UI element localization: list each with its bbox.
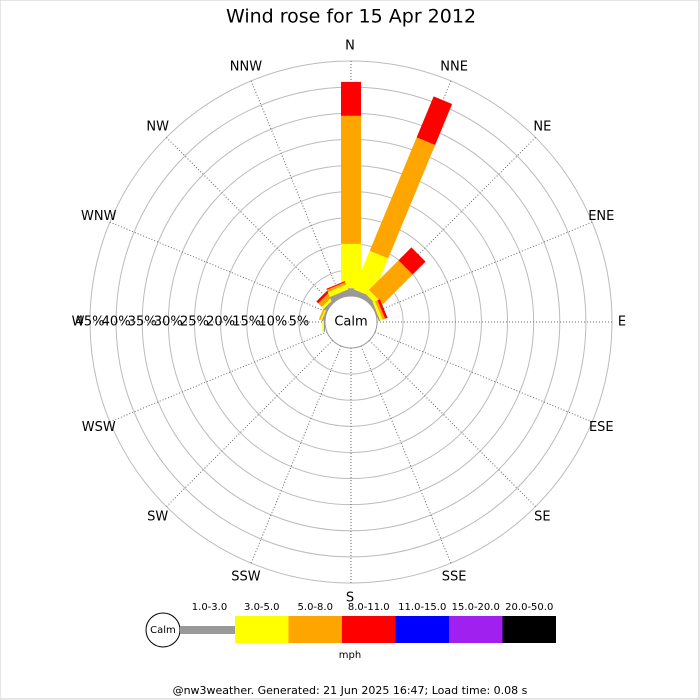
ring-label: 25% <box>180 315 209 330</box>
direction-label: W <box>72 315 85 330</box>
legend-label: 11.0-15.0 <box>398 602 446 613</box>
ring-label: 45% <box>76 315 105 330</box>
ring-label: 10% <box>258 315 287 330</box>
legend-swatch <box>180 626 235 634</box>
spoke <box>374 331 593 423</box>
spoke <box>109 331 328 423</box>
bar-segment <box>368 260 413 305</box>
bar-segment <box>329 289 351 302</box>
bar-segment <box>341 288 361 296</box>
legend-swatch <box>395 616 449 643</box>
direction-label: NNW <box>230 60 262 75</box>
bar-segment <box>341 115 361 244</box>
legend-label: 3.0-5.0 <box>244 602 279 613</box>
direction-label: NE <box>533 119 551 134</box>
bar-segment <box>416 96 453 146</box>
direction-label: ESE <box>589 420 614 435</box>
legend-label: 5.0-8.0 <box>298 602 333 613</box>
direction-label: SSE <box>442 569 467 584</box>
spoke <box>369 340 536 507</box>
bar-segment <box>371 302 381 322</box>
bar-segment <box>377 299 388 319</box>
legend-swatch <box>288 616 342 643</box>
bar-segment <box>375 300 386 320</box>
calm-circle <box>324 295 378 349</box>
direction-label: NNE <box>440 60 468 75</box>
spoke <box>360 345 452 564</box>
ring-label: 30% <box>154 315 183 330</box>
legend-swatch <box>449 616 503 643</box>
spoke <box>250 80 342 299</box>
direction-label: S <box>346 591 354 606</box>
bar-segment <box>398 247 426 275</box>
direction-label: WNW <box>81 209 117 224</box>
spoke <box>374 221 593 313</box>
footer: @nw3weather. Generated: 21 Jun 2025 16:4… <box>173 684 528 697</box>
legend-swatch <box>235 616 289 643</box>
ring-label: 20% <box>206 315 235 330</box>
legend-swatch <box>342 616 396 643</box>
legend-swatch <box>502 616 556 643</box>
direction-label: E <box>618 315 626 330</box>
bar-segment <box>369 137 436 259</box>
direction-label: N <box>345 39 355 54</box>
legend-label: 8.0-11.0 <box>348 602 390 613</box>
chart-title: Wind rose for 15 Apr 2012 <box>226 6 476 28</box>
direction-label: SE <box>534 510 550 525</box>
ring-label: 40% <box>102 315 131 330</box>
spoke <box>166 137 333 304</box>
legend-label: 15.0-20.0 <box>452 602 500 613</box>
spoke <box>166 340 333 507</box>
direction-label: WSW <box>82 420 116 435</box>
calm-label: Calm <box>334 315 367 330</box>
bar-segment <box>326 281 346 290</box>
direction-label: NW <box>146 119 169 134</box>
ring-label: 35% <box>128 315 157 330</box>
legend-label: 20.0-50.0 <box>505 602 553 613</box>
legend-calm-label: Calm <box>150 625 176 636</box>
bar-segment <box>327 284 349 297</box>
direction-label: ENE <box>588 209 614 224</box>
ring-label: 15% <box>232 315 261 330</box>
spoke <box>109 221 328 313</box>
direction-label: SSW <box>231 569 261 584</box>
bar-segment <box>353 250 389 297</box>
legend-label: 1.0-3.0 <box>192 602 227 613</box>
bar-segment <box>372 301 383 321</box>
spoke <box>250 345 342 564</box>
ring-label: 5% <box>289 315 310 330</box>
bar-segment <box>341 81 361 116</box>
legend-unit: mph <box>339 650 361 661</box>
bar-segment <box>341 243 361 289</box>
direction-label: SW <box>147 510 168 525</box>
bar-segment <box>326 282 347 293</box>
